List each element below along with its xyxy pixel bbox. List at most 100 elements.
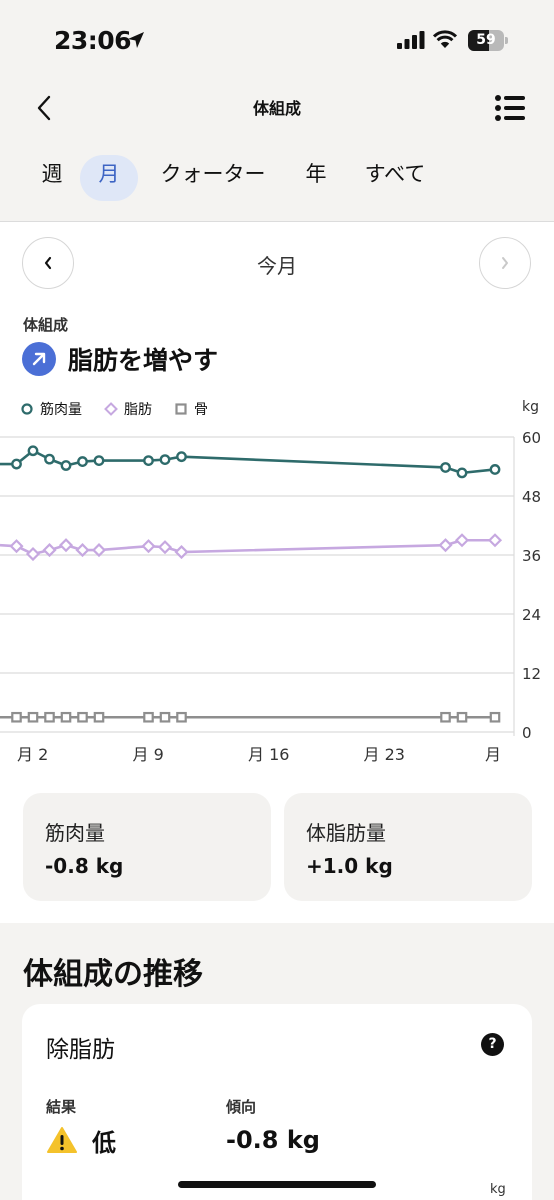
muscle-data-point — [456, 467, 468, 479]
tab-quarter[interactable]: クォーター — [160, 162, 266, 186]
fat-data-point — [438, 538, 453, 553]
x-tick-label: 月 — [485, 745, 501, 764]
period-label: 今月 — [257, 254, 297, 278]
muscle-data-point — [11, 458, 22, 470]
fat-data-point — [91, 543, 107, 558]
fat-data-point — [487, 533, 503, 548]
bone-data-point — [11, 711, 22, 723]
circle-marker-icon — [21, 403, 33, 415]
fat-data-point — [25, 546, 41, 562]
location-arrow-icon — [128, 32, 144, 48]
bone-data-point — [159, 711, 171, 723]
period-tabs: 週 月 クォーター 年 すべて — [28, 155, 528, 203]
diamond-marker-icon — [104, 402, 118, 416]
x-tick-label: 月 16 — [248, 745, 289, 764]
legend-muscle: 筋肉量 — [20, 399, 82, 419]
result-row: 低 — [46, 1124, 116, 1157]
battery-percent: 59 — [476, 32, 496, 48]
fat-data-point — [157, 540, 173, 555]
bone-data-point — [44, 711, 55, 723]
next-period-button[interactable] — [479, 237, 531, 289]
list-menu-icon — [495, 95, 525, 121]
stat-label: 体脂肪量 — [306, 821, 386, 845]
trend-section-title: 体組成の推移 — [23, 957, 203, 992]
legend-label: 筋肉量 — [40, 402, 82, 418]
warning-icon — [47, 1127, 77, 1153]
fat-data-point — [75, 543, 90, 558]
result-label: 結果 — [46, 1098, 77, 1116]
y-tick-label: 48 — [522, 488, 541, 506]
legend-bone: 骨 — [174, 399, 208, 419]
menu-button[interactable] — [488, 88, 532, 128]
muscle-data-point — [60, 460, 72, 471]
wifi-icon — [432, 30, 458, 48]
chevron-right-icon — [502, 257, 508, 269]
x-tick-label: 月 2 — [17, 745, 48, 764]
x-tick-label: 月 23 — [364, 745, 405, 764]
home-indicator — [178, 1181, 376, 1188]
card-unit-label: kg — [490, 1182, 506, 1197]
bone-data-point — [77, 711, 88, 723]
help-icon[interactable]: ? — [481, 1033, 504, 1056]
stat-label: 筋肉量 — [45, 821, 105, 845]
series-line-0 — [0, 449, 496, 475]
chevron-left-icon — [44, 256, 52, 270]
body-composition-chart: 60 48 36 24 12 0 月 2 月 9 月 16 月 23 月 — [0, 429, 541, 764]
tab-all[interactable]: すべて — [364, 162, 426, 186]
legend-label: 脂肪 — [124, 402, 152, 418]
y-tick-label: 36 — [522, 547, 541, 565]
page-title: 体組成 — [252, 99, 301, 118]
goal-row: 脂肪を増やす — [22, 342, 218, 376]
card-title: 除脂肪 — [46, 1037, 115, 1063]
bone-data-point — [27, 711, 39, 723]
bone-data-point — [489, 711, 501, 723]
x-tick-label: 月 9 — [133, 745, 164, 764]
bone-data-point — [440, 711, 451, 723]
bone-data-point — [143, 711, 154, 723]
fat-data-point — [42, 543, 57, 558]
stat-value: -0.8 kg — [45, 854, 124, 878]
fat-data-point — [174, 544, 189, 560]
legend-fat: 脂肪 — [104, 399, 152, 419]
fat-data-point — [141, 539, 156, 554]
y-tick-label: 0 — [522, 724, 532, 742]
chart-legend: 筋肉量 脂肪 骨 — [20, 399, 230, 419]
chart-panel: 今月 体組成 脂肪を増やす 筋肉量 脂肪 骨 kg 60 48 36 24 12 0 月 2… — [0, 221, 554, 923]
battery-indicator: 59 — [468, 30, 508, 51]
fat-data-point — [9, 539, 24, 554]
bone-data-point — [93, 711, 105, 723]
fat-data-point — [58, 538, 74, 553]
muscle-data-point — [159, 454, 171, 466]
tab-year[interactable]: 年 — [305, 162, 327, 186]
bone-data-point — [456, 711, 468, 723]
trend-label: 傾向 — [226, 1098, 257, 1116]
arrow-up-right-icon — [22, 342, 56, 376]
bone-data-point — [176, 711, 187, 723]
muscle-data-point — [440, 462, 451, 473]
cellular-signal-icon — [397, 31, 425, 49]
legend-label: 骨 — [194, 402, 208, 418]
muscle-data-point — [27, 445, 39, 457]
y-tick-label: 12 — [522, 665, 541, 683]
muscle-data-point — [44, 453, 55, 465]
section-label: 体組成 — [23, 316, 69, 334]
muscle-data-point — [143, 455, 154, 466]
previous-period-button[interactable] — [22, 237, 74, 289]
y-tick-label: 24 — [522, 606, 541, 624]
muscle-data-point — [176, 451, 187, 463]
stat-value: +1.0 kg — [306, 854, 393, 878]
status-bar: 23:06 59 — [0, 0, 554, 80]
square-marker-icon — [175, 403, 187, 415]
muscle-data-point — [77, 456, 88, 467]
bone-data-point — [60, 711, 72, 723]
goal-text: 脂肪を増やす — [68, 346, 219, 375]
chevron-left-icon — [37, 95, 51, 121]
tab-month[interactable]: 月 — [80, 155, 138, 201]
fat-data-point — [454, 533, 470, 548]
lean-mass-card[interactable]: 除脂肪 ? 結果 傾向 低 -0.8 kg kg — [22, 1004, 532, 1200]
result-value: 低 — [92, 1128, 116, 1157]
fat-change-card: 体脂肪量 +1.0 kg — [284, 793, 532, 901]
y-tick-label: 60 — [522, 429, 541, 447]
back-button[interactable] — [24, 88, 64, 128]
tab-week[interactable]: 週 — [41, 162, 63, 186]
